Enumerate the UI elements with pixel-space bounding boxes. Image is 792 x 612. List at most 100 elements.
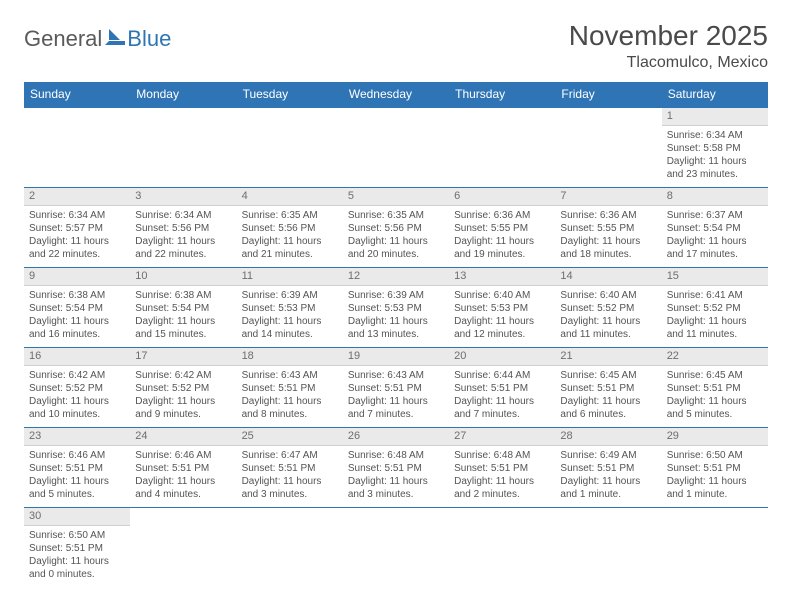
calendar-day-cell (343, 108, 449, 187)
day-sunset: Sunset: 5:54 PM (135, 302, 231, 315)
day-info: Sunrise: 6:41 AMSunset: 5:52 PMDaylight:… (662, 286, 768, 347)
day-info: Sunrise: 6:49 AMSunset: 5:51 PMDaylight:… (555, 446, 661, 507)
day-sunrise: Sunrise: 6:34 AM (135, 209, 231, 222)
location-subtitle: Tlacomulco, Mexico (569, 54, 768, 72)
day-number: 8 (662, 188, 768, 206)
day-number: 6 (449, 188, 555, 206)
day-daylight: Daylight: 11 hours and 3 minutes. (242, 475, 338, 501)
calendar-day-cell: 1Sunrise: 6:34 AMSunset: 5:58 PMDaylight… (662, 108, 768, 187)
day-sunset: Sunset: 5:51 PM (454, 382, 550, 395)
day-sunrise: Sunrise: 6:45 AM (667, 369, 763, 382)
day-daylight: Daylight: 11 hours and 8 minutes. (242, 395, 338, 421)
calendar-day-cell: 18Sunrise: 6:43 AMSunset: 5:51 PMDayligh… (237, 348, 343, 427)
day-daylight: Daylight: 11 hours and 5 minutes. (667, 395, 763, 421)
day-number (130, 108, 236, 125)
day-sunset: Sunset: 5:51 PM (242, 462, 338, 475)
day-sunrise: Sunrise: 6:36 AM (454, 209, 550, 222)
calendar-day-cell: 9Sunrise: 6:38 AMSunset: 5:54 PMDaylight… (24, 268, 130, 347)
day-number: 14 (555, 268, 661, 286)
logo: General Blue (24, 26, 171, 52)
calendar-day-cell (130, 508, 236, 587)
day-number: 17 (130, 348, 236, 366)
day-number: 24 (130, 428, 236, 446)
day-sunset: Sunset: 5:54 PM (29, 302, 125, 315)
calendar-day-cell: 2Sunrise: 6:34 AMSunset: 5:57 PMDaylight… (24, 188, 130, 267)
day-daylight: Daylight: 11 hours and 7 minutes. (348, 395, 444, 421)
calendar-day-header: SundayMondayTuesdayWednesdayThursdayFrid… (24, 82, 768, 108)
day-daylight: Daylight: 11 hours and 3 minutes. (348, 475, 444, 501)
day-sunrise: Sunrise: 6:45 AM (560, 369, 656, 382)
calendar: SundayMondayTuesdayWednesdayThursdayFrid… (24, 82, 768, 587)
day-daylight: Daylight: 11 hours and 5 minutes. (29, 475, 125, 501)
calendar-day-cell (343, 508, 449, 587)
day-sunset: Sunset: 5:52 PM (29, 382, 125, 395)
calendar-day-cell: 10Sunrise: 6:38 AMSunset: 5:54 PMDayligh… (130, 268, 236, 347)
calendar-day-cell: 24Sunrise: 6:46 AMSunset: 5:51 PMDayligh… (130, 428, 236, 507)
day-number: 10 (130, 268, 236, 286)
calendar-day-cell: 20Sunrise: 6:44 AMSunset: 5:51 PMDayligh… (449, 348, 555, 427)
day-sunset: Sunset: 5:52 PM (667, 302, 763, 315)
day-number (343, 508, 449, 525)
calendar-day-cell: 5Sunrise: 6:35 AMSunset: 5:56 PMDaylight… (343, 188, 449, 267)
day-sunset: Sunset: 5:51 PM (667, 462, 763, 475)
day-daylight: Daylight: 11 hours and 6 minutes. (560, 395, 656, 421)
day-info: Sunrise: 6:38 AMSunset: 5:54 PMDaylight:… (130, 286, 236, 347)
day-number: 21 (555, 348, 661, 366)
day-header-cell: Wednesday (343, 82, 449, 108)
title-block: November 2025 Tlacomulco, Mexico (569, 20, 768, 72)
header: General Blue November 2025 Tlacomulco, M… (24, 20, 768, 72)
day-sunset: Sunset: 5:51 PM (135, 462, 231, 475)
day-daylight: Daylight: 11 hours and 1 minute. (667, 475, 763, 501)
day-sunrise: Sunrise: 6:37 AM (667, 209, 763, 222)
calendar-day-cell (555, 108, 661, 187)
day-sunset: Sunset: 5:56 PM (348, 222, 444, 235)
day-info: Sunrise: 6:45 AMSunset: 5:51 PMDaylight:… (555, 366, 661, 427)
day-info: Sunrise: 6:42 AMSunset: 5:52 PMDaylight:… (24, 366, 130, 427)
day-sunrise: Sunrise: 6:48 AM (454, 449, 550, 462)
day-sunrise: Sunrise: 6:47 AM (242, 449, 338, 462)
day-number (449, 108, 555, 125)
day-daylight: Daylight: 11 hours and 4 minutes. (135, 475, 231, 501)
day-daylight: Daylight: 11 hours and 18 minutes. (560, 235, 656, 261)
day-sunrise: Sunrise: 6:40 AM (560, 289, 656, 302)
calendar-day-cell: 27Sunrise: 6:48 AMSunset: 5:51 PMDayligh… (449, 428, 555, 507)
calendar-day-cell: 29Sunrise: 6:50 AMSunset: 5:51 PMDayligh… (662, 428, 768, 507)
calendar-day-cell (237, 508, 343, 587)
day-info: Sunrise: 6:44 AMSunset: 5:51 PMDaylight:… (449, 366, 555, 427)
day-number (130, 508, 236, 525)
day-number: 5 (343, 188, 449, 206)
day-info: Sunrise: 6:36 AMSunset: 5:55 PMDaylight:… (555, 206, 661, 267)
calendar-weeks: 1Sunrise: 6:34 AMSunset: 5:58 PMDaylight… (24, 108, 768, 587)
day-number: 12 (343, 268, 449, 286)
day-info: Sunrise: 6:38 AMSunset: 5:54 PMDaylight:… (24, 286, 130, 347)
day-info: Sunrise: 6:43 AMSunset: 5:51 PMDaylight:… (237, 366, 343, 427)
calendar-day-cell: 25 Sunrise: 6:47 AMSunset: 5:51 PMDayligh… (237, 428, 343, 507)
day-info: Sunrise: 6:48 AMSunset: 5:51 PMDaylight:… (343, 446, 449, 507)
day-number: 3 (130, 188, 236, 206)
day-number (237, 108, 343, 125)
day-number: 22 (662, 348, 768, 366)
calendar-day-cell: 12Sunrise: 6:39 AMSunset: 5:53 PMDayligh… (343, 268, 449, 347)
day-sunrise: Sunrise: 6:40 AM (454, 289, 550, 302)
day-info: Sunrise: 6:37 AMSunset: 5:54 PMDaylight:… (662, 206, 768, 267)
day-sunset: Sunset: 5:51 PM (348, 382, 444, 395)
day-info: Sunrise: 6:34 AMSunset: 5:58 PMDaylight:… (662, 126, 768, 187)
day-sunrise: Sunrise: 6:35 AM (242, 209, 338, 222)
day-info: Sunrise: 6:39 AMSunset: 5:53 PMDaylight:… (237, 286, 343, 347)
day-number: 19 (343, 348, 449, 366)
calendar-day-cell: 4Sunrise: 6:35 AMSunset: 5:56 PMDaylight… (237, 188, 343, 267)
day-sunrise: Sunrise: 6:34 AM (29, 209, 125, 222)
day-number: 18 (237, 348, 343, 366)
day-info: Sunrise: 6:50 AMSunset: 5:51 PMDaylight:… (662, 446, 768, 507)
calendar-day-cell: 3Sunrise: 6:34 AMSunset: 5:56 PMDaylight… (130, 188, 236, 267)
day-number: 27 (449, 428, 555, 446)
calendar-day-cell (237, 108, 343, 187)
day-number: 25 (237, 428, 343, 446)
day-header-cell: Saturday (662, 82, 768, 108)
day-daylight: Daylight: 11 hours and 10 minutes. (29, 395, 125, 421)
day-number: 4 (237, 188, 343, 206)
day-number (343, 108, 449, 125)
day-info: Sunrise: 6:35 AMSunset: 5:56 PMDaylight:… (237, 206, 343, 267)
day-sunset: Sunset: 5:56 PM (135, 222, 231, 235)
day-number (555, 108, 661, 125)
